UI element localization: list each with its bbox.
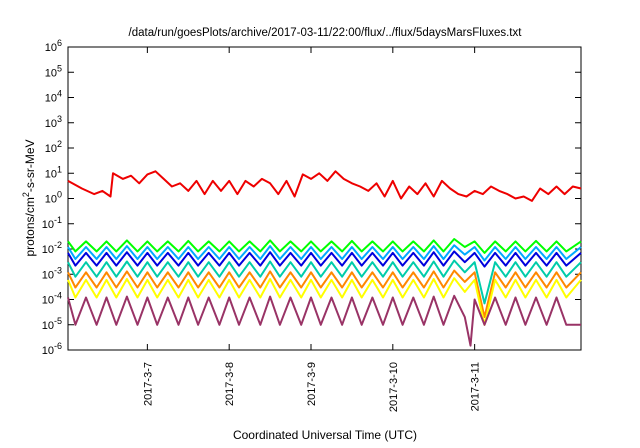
x-tick-label: 2017-3-10 — [388, 362, 400, 412]
y-tick-label: 10-1 — [42, 215, 62, 231]
x-tick-label: 2017-3-11 — [470, 362, 482, 411]
series-line-2 — [67, 250, 582, 268]
series-line-0 — [67, 238, 582, 254]
y-tick-label: 10-3 — [42, 265, 62, 281]
series-line-5 — [67, 277, 582, 326]
series-line-3 — [67, 259, 582, 305]
y-tick-label: 105 — [45, 63, 62, 79]
series-line-6 — [67, 294, 581, 347]
series-line-4 — [67, 269, 582, 319]
y-tick-label: 100 — [45, 190, 62, 206]
series-line-1 — [67, 244, 582, 262]
y-tick-label: 103 — [45, 114, 62, 130]
y-axis: 10-6 10-5 10-4 10-3 10-2 10-1 100 101 102 103 104 1… — [42, 38, 581, 357]
x-tick-label: 2017-3-8 — [224, 362, 236, 406]
series-layer — [67, 170, 582, 347]
y-tick-label: 104 — [45, 89, 62, 105]
y-tick-label: 10-4 — [42, 291, 62, 307]
y-tick-label: 102 — [45, 139, 62, 155]
y-tick-label: 10-5 — [42, 316, 62, 332]
chart-title: /data/run/goesPlots/archive/2017-03-11/2… — [129, 27, 523, 39]
x-axis-label: Coordinated Universal Time (UTC) — [233, 428, 417, 442]
y-tick-label: 101 — [45, 164, 62, 180]
y-tick-label: 106 — [45, 38, 62, 54]
y-tick-label: 10-6 — [42, 341, 62, 357]
x-tick-label: 2017-3-9 — [306, 362, 318, 406]
x-tick-label: 2017-3-7 — [142, 362, 154, 406]
series-line-7 — [67, 170, 582, 202]
y-tick-label: 10-2 — [42, 240, 62, 256]
x-axis: 2017-3-7 2017-3-8 2017-3-9 2017-3-10 2017-3-… — [142, 47, 482, 412]
y-axis-label: protons/cm2-s-sr-MeV — [21, 139, 37, 256]
